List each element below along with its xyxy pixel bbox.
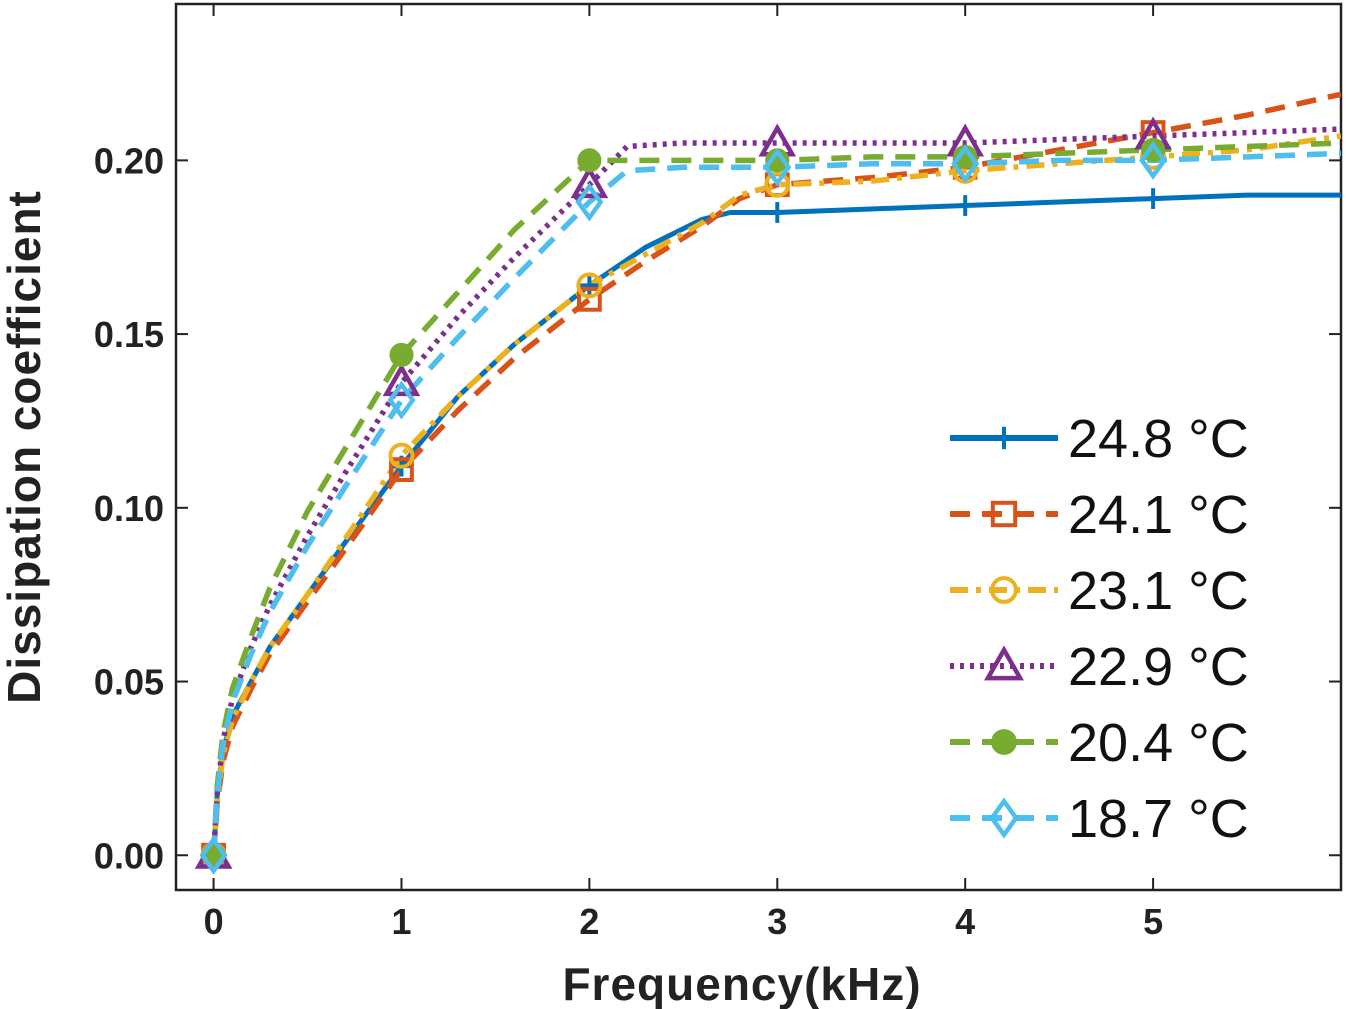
marker-diamond — [989, 797, 1019, 839]
marker-circle-open — [576, 272, 603, 299]
marker-triangle — [570, 165, 609, 199]
legend-label-4: 20.4 °C — [1068, 713, 1249, 773]
marker-triangle — [382, 363, 421, 397]
marker-triangle — [984, 645, 1024, 681]
y-tick-label: 0.15 — [94, 314, 164, 355]
marker-circle-open — [388, 442, 415, 469]
legend-label-2: 23.1 °C — [1068, 561, 1249, 621]
x-tick-label: 4 — [955, 901, 975, 942]
x-tick-label: 5 — [1143, 901, 1163, 942]
legend-label-3: 22.9 °C — [1068, 637, 1249, 697]
marker-square — [576, 286, 602, 312]
series-line-2 — [210, 133, 1341, 856]
y-tick-label: 0.20 — [94, 140, 164, 181]
marker-circle-open — [764, 171, 791, 198]
y-tick-label: 0.05 — [94, 662, 164, 703]
legend-label-1: 24.1 °C — [1068, 485, 1249, 545]
x-tick-label: 3 — [767, 901, 787, 942]
legend-label-5: 18.7 °C — [1068, 789, 1249, 849]
y-tick-label: 0.00 — [94, 835, 164, 876]
marker-layer — [194, 116, 1172, 875]
marker-diamond — [1139, 140, 1168, 180]
legend: 24.8 °C 24.1 °C 23.1 °C 22.9 °C 20.4 °C 18.7 … — [950, 409, 1249, 849]
marker-diamond — [763, 147, 792, 187]
y-tick-label: 0.10 — [94, 488, 164, 529]
series-line-4 — [210, 140, 1341, 856]
marker-square — [990, 500, 1018, 528]
x-tick-label: 2 — [579, 901, 599, 942]
series-line-5 — [210, 150, 1341, 856]
marker-diamond — [199, 835, 228, 875]
marker-circle — [991, 729, 1017, 755]
marker-square — [389, 457, 414, 482]
series-line-1 — [210, 91, 1341, 856]
axis-ticks: 0 1 2 3 4 5 0.00 0.05 0.10 0.15 0.20 — [94, 4, 1341, 942]
marker-circle — [577, 148, 602, 173]
marker-diamond — [951, 144, 980, 184]
marker-diamond — [575, 182, 604, 222]
marker-circle — [389, 342, 414, 367]
legend-label-0: 24.8 °C — [1068, 409, 1249, 469]
series-layer — [210, 91, 1341, 856]
y-axis-title: Dissipation coefficient — [0, 190, 50, 704]
x-tick-label: 1 — [391, 901, 411, 942]
x-tick-label: 0 — [204, 901, 224, 942]
x-axis-title: Frequency(kHz) — [562, 958, 921, 1009]
marker-circle-open — [990, 576, 1018, 604]
marker-diamond — [387, 380, 416, 420]
